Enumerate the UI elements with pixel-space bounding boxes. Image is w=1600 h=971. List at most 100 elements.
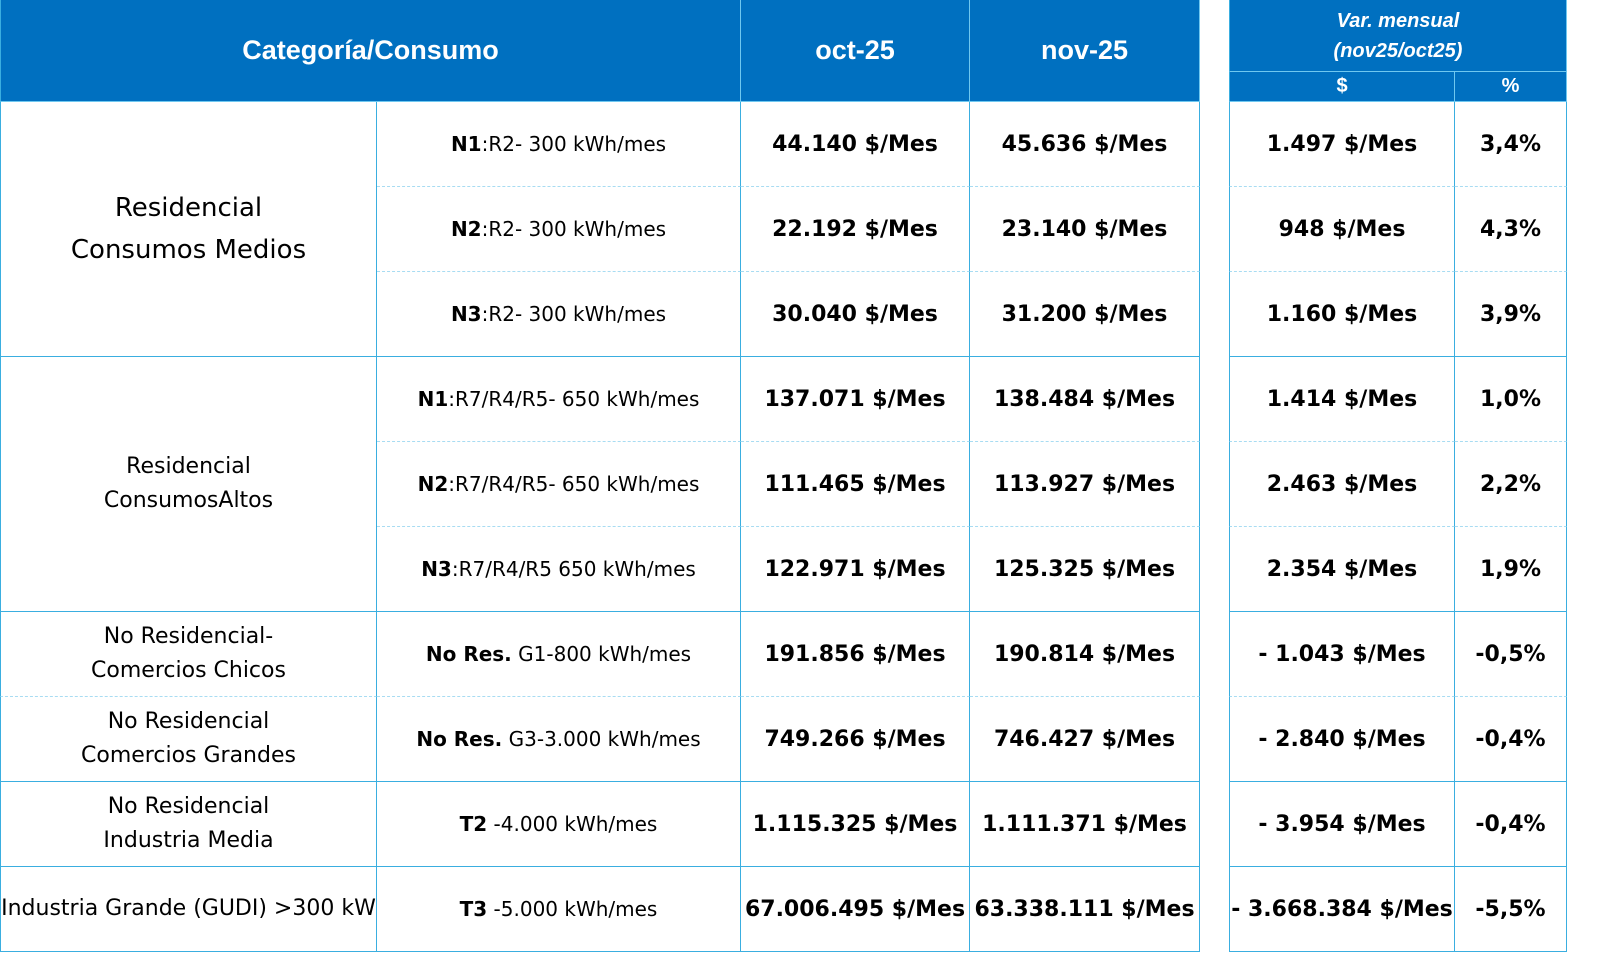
category-cell: Residencial Consumos Medios <box>0 102 377 357</box>
pct-value: 3,9% <box>1479 301 1541 327</box>
consumo-cell: No Res. G1-800 kWh/mes <box>377 612 741 697</box>
category-line: Comercios Chicos <box>91 658 286 683</box>
pct-value: 2,2% <box>1479 471 1541 497</box>
nov-value: 113.927 $/Mes <box>993 471 1176 497</box>
header-var: Var. mensual (nov25/oct25) <box>1229 0 1567 72</box>
consumo-text: T2 -4.000 kWh/mes <box>460 812 658 836</box>
header-nov: nov-25 <box>970 0 1200 102</box>
oct-value: 137.071 $/Mes <box>764 386 946 412</box>
consumo-level: No Res. <box>425 642 512 666</box>
oct-cell: 22.192 $/Mes <box>741 187 970 272</box>
oct-cell: 30.040 $/Mes <box>741 272 970 357</box>
pct-value: 1,9% <box>1479 556 1541 582</box>
pct-value: 4,3% <box>1479 216 1541 242</box>
pct-cell: -0,5% <box>1455 612 1567 697</box>
var-cell: - 3.668.384 $/Mes <box>1229 867 1455 952</box>
consumo-text: No Res. G1-800 kWh/mes <box>426 642 691 666</box>
pct-cell: 3,4% <box>1455 102 1567 187</box>
var-value: 1.414 $/Mes <box>1266 386 1418 412</box>
consumo-level: T2 <box>459 812 488 836</box>
consumo-cell: T3 -5.000 kWh/mes <box>377 867 741 952</box>
header-text: Categoría/Consumo <box>242 35 499 65</box>
var-cell: - 3.954 $/Mes <box>1229 782 1455 867</box>
header-pct: % <box>1455 72 1567 102</box>
var-cell: 1.497 $/Mes <box>1229 102 1455 187</box>
consumo-cell: No Res. G3-3.000 kWh/mes <box>377 697 741 782</box>
nov-value: 23.140 $/Mes <box>1001 216 1168 242</box>
consumo-level: N2 <box>450 217 482 241</box>
header-text: % <box>1501 75 1520 97</box>
category-line: Industria Grande (GUDI) >300 kW <box>1 896 376 921</box>
oct-cell: 749.266 $/Mes <box>741 697 970 782</box>
var-value: 2.463 $/Mes <box>1266 471 1418 497</box>
var-cell: 1.160 $/Mes <box>1229 272 1455 357</box>
category-line: Residencial <box>126 454 251 479</box>
nov-cell: 45.636 $/Mes <box>970 102 1200 187</box>
consumo-level: N1 <box>417 387 449 411</box>
var-cell: 948 $/Mes <box>1229 187 1455 272</box>
var-value: - 3.668.384 $/Mes <box>1231 896 1453 922</box>
consumo-text: N2:R2- 300 kWh/mes <box>451 217 666 241</box>
nov-value: 138.484 $/Mes <box>993 386 1176 412</box>
consumo-desc: :R7/R4/R5- 650 kWh/mes <box>448 472 700 496</box>
consumo-desc: :R2- 300 kWh/mes <box>481 302 667 326</box>
pct-value: 3,4% <box>1479 131 1541 157</box>
consumo-cell: N3:R2- 300 kWh/mes <box>377 272 741 357</box>
category-cell: Industria Grande (GUDI) >300 kW <box>0 867 377 952</box>
consumo-cell: N2:R2- 300 kWh/mes <box>377 187 741 272</box>
oct-cell: 67.006.495 $/Mes <box>741 867 970 952</box>
nov-value: 45.636 $/Mes <box>1001 131 1168 157</box>
pct-value: -5,5% <box>1475 896 1546 922</box>
oct-value: 1.115.325 $/Mes <box>752 811 958 837</box>
pct-value: 1,0% <box>1479 386 1541 412</box>
nov-cell: 138.484 $/Mes <box>970 357 1200 442</box>
nov-cell: 1.111.371 $/Mes <box>970 782 1200 867</box>
oct-cell: 111.465 $/Mes <box>741 442 970 527</box>
pct-cell: 4,3% <box>1455 187 1567 272</box>
consumo-level: N3 <box>450 302 482 326</box>
nov-value: 190.814 $/Mes <box>993 641 1176 667</box>
header-text: (nov25/oct25) <box>1333 39 1463 62</box>
oct-value: 122.971 $/Mes <box>764 556 946 582</box>
var-cell: 1.414 $/Mes <box>1229 357 1455 442</box>
consumo-desc: -5.000 kWh/mes <box>487 897 658 921</box>
header-category: Categoría/Consumo <box>0 0 741 102</box>
consumo-cell: N2:R7/R4/R5- 650 kWh/mes <box>377 442 741 527</box>
consumo-desc: :R2- 300 kWh/mes <box>481 132 667 156</box>
oct-value: 30.040 $/Mes <box>772 301 938 327</box>
consumo-desc: -4.000 kWh/mes <box>487 812 658 836</box>
category-line: Consumos Medios <box>70 235 307 265</box>
pct-cell: 1,0% <box>1455 357 1567 442</box>
pct-cell: 1,9% <box>1455 527 1567 612</box>
consumo-desc: :R7/R4/R5 650 kWh/mes <box>451 557 696 581</box>
category-line: Industria Media <box>103 828 274 853</box>
header-text: $ <box>1336 75 1348 97</box>
consumo-cell: N1:R2- 300 kWh/mes <box>377 102 741 187</box>
oct-value: 22.192 $/Mes <box>772 216 938 242</box>
header-text: oct-25 <box>815 35 895 65</box>
pct-cell: -0,4% <box>1455 782 1567 867</box>
var-cell: 2.463 $/Mes <box>1229 442 1455 527</box>
category-line: No Residencial <box>107 709 270 734</box>
consumo-level: T3 <box>459 897 488 921</box>
consumo-cell: N3:R7/R4/R5 650 kWh/mes <box>377 527 741 612</box>
nov-value: 746.427 $/Mes <box>993 726 1176 752</box>
consumo-text: N3:R7/R4/R5 650 kWh/mes <box>421 557 696 581</box>
oct-value: 111.465 $/Mes <box>764 471 946 497</box>
pct-value: -0,4% <box>1475 726 1546 752</box>
var-cell: - 1.043 $/Mes <box>1229 612 1455 697</box>
var-value: - 3.954 $/Mes <box>1258 811 1426 837</box>
nov-cell: 31.200 $/Mes <box>970 272 1200 357</box>
var-value: - 2.840 $/Mes <box>1258 726 1426 752</box>
header-oct: oct-25 <box>741 0 970 102</box>
consumo-text: N3:R2- 300 kWh/mes <box>451 302 666 326</box>
oct-value: 44.140 $/Mes <box>772 131 938 157</box>
pct-cell: -0,4% <box>1455 697 1567 782</box>
consumo-text: T3 -5.000 kWh/mes <box>460 897 658 921</box>
var-cell: 2.354 $/Mes <box>1229 527 1455 612</box>
consumo-desc: :R7/R4/R5- 650 kWh/mes <box>448 387 700 411</box>
category-cell: No Residencial Industria Media <box>0 782 377 867</box>
pct-value: -0,5% <box>1475 641 1546 667</box>
consumo-desc: :R2- 300 kWh/mes <box>481 217 667 241</box>
